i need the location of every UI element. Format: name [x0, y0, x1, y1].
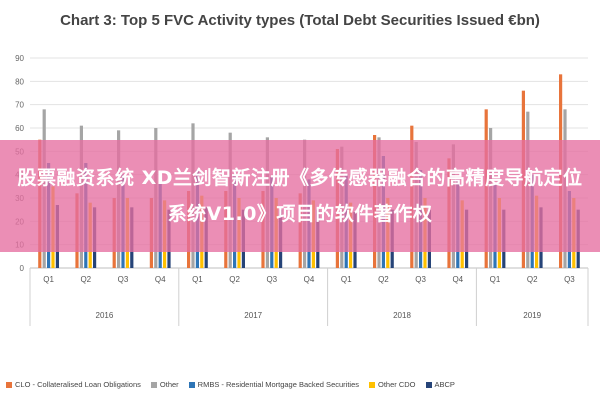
x-tick-label: Q3: [564, 275, 575, 284]
y-tick-label: 80: [15, 77, 24, 86]
x-tick-label: Q2: [229, 275, 240, 284]
x-tick-label: Q3: [118, 275, 129, 284]
x-tick-label: Q2: [527, 275, 538, 284]
year-label: 2017: [244, 311, 262, 320]
legend-label: CLO - Collateralised Loan Obligations: [15, 380, 141, 389]
x-tick-label: Q1: [341, 275, 352, 284]
chart-title: Chart 3: Top 5 FVC Activity types (Total…: [60, 12, 540, 29]
legend-swatch: [150, 381, 157, 388]
legend-label: RMBS - Residential Mortgage Backed Secur…: [197, 380, 359, 389]
year-label: 2018: [393, 311, 411, 320]
x-tick-label: Q2: [80, 275, 91, 284]
y-tick-label: 0: [20, 264, 25, 273]
legend-swatch: [369, 381, 375, 388]
legend-item: Other: [150, 380, 179, 389]
y-tick-label: 90: [15, 54, 24, 63]
legend-item: ABCP: [425, 380, 455, 389]
legend-label: Other: [159, 380, 179, 389]
legend-item: RMBS - Residential Mortgage Backed Secur…: [188, 380, 359, 389]
x-tick-label: Q4: [452, 275, 463, 284]
x-tick-label: Q4: [155, 275, 166, 284]
promo-banner: [0, 140, 600, 252]
y-tick-label: 60: [15, 124, 24, 133]
year-label: 2019: [523, 311, 541, 320]
legend-item: Other CDO: [369, 380, 416, 389]
legend-label: ABCP: [434, 380, 455, 389]
legend-swatch: [6, 381, 12, 388]
x-tick-label: Q3: [415, 275, 426, 284]
chart-legend: CLO - Collateralised Loan Obligations Oth…: [6, 380, 596, 389]
year-label: 2016: [96, 311, 114, 320]
x-tick-label: Q1: [43, 275, 54, 284]
x-tick-label: Q3: [266, 275, 277, 284]
y-tick-label: 70: [15, 101, 24, 110]
promo-banner-text: 股票融资系统 XD兰剑智新注册《多传感器融合的高精度导航定位系统V1.0》项目的…: [17, 167, 583, 225]
x-tick-label: Q1: [490, 275, 501, 284]
legend-item: CLO - Collateralised Loan Obligations: [6, 380, 141, 389]
legend-swatch: [188, 381, 195, 388]
x-tick-label: Q1: [192, 275, 203, 284]
legend-swatch: [425, 381, 432, 388]
x-tick-label: Q4: [304, 275, 315, 284]
legend-label: Other CDO: [378, 380, 416, 389]
x-tick-label: Q2: [378, 275, 389, 284]
